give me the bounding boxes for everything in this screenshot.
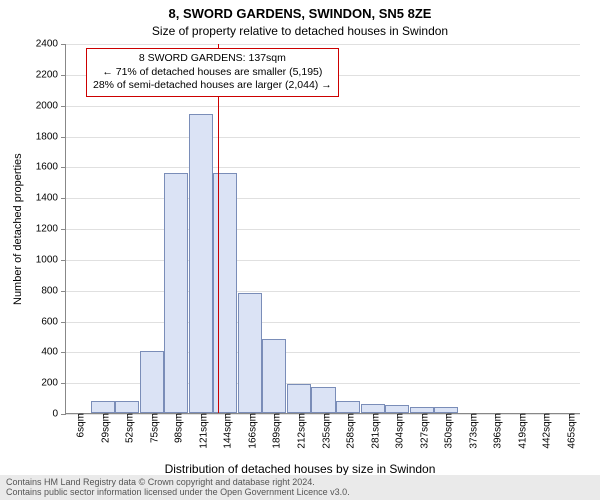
annotation-line-2: ← 71% of detached houses are smaller (5,… [93,66,332,80]
x-tick-label: 373sqm [462,413,479,449]
gridline [66,229,580,230]
y-tick-mark [61,414,66,415]
x-tick-label: 304sqm [389,413,406,449]
y-tick-mark [61,75,66,76]
x-tick-label: 281sqm [364,413,381,449]
footer-attribution: Contains HM Land Registry data © Crown c… [0,475,600,500]
y-tick-label: 200 [18,378,66,389]
histogram-bar [385,405,409,413]
x-tick-label: 29sqm [94,413,111,443]
y-tick-label: 1200 [18,224,66,235]
histogram-bar [140,351,164,413]
gridline [66,167,580,168]
histogram-bar [336,401,360,413]
reference-line [218,44,219,413]
y-tick-mark [61,198,66,199]
y-tick-mark [61,383,66,384]
x-tick-label: 212sqm [290,413,307,449]
y-tick-label: 2000 [18,100,66,111]
y-tick-mark [61,44,66,45]
histogram-bar [213,173,237,414]
footer-line-2: Contains public sector information licen… [6,487,594,497]
histogram-bar [115,401,139,413]
x-tick-label: 166sqm [241,413,258,449]
histogram-bar [189,114,213,413]
histogram-bar [361,404,385,413]
chart-subtitle: Size of property relative to detached ho… [0,24,600,38]
x-tick-label: 98sqm [168,413,185,443]
x-tick-label: 189sqm [266,413,283,449]
histogram-bar [91,401,115,413]
y-tick-label: 600 [18,316,66,327]
histogram-bar [238,293,262,413]
y-tick-mark [61,322,66,323]
x-tick-label: 396sqm [487,413,504,449]
y-tick-mark [61,229,66,230]
x-tick-label: 327sqm [413,413,430,449]
chart-title: 8, SWORD GARDENS, SWINDON, SN5 8ZE [0,6,600,21]
x-axis-label: Distribution of detached houses by size … [0,462,600,476]
histogram-bar [262,339,286,413]
plot-area: 0200400600800100012001400160018002000220… [65,44,580,414]
footer-line-1: Contains HM Land Registry data © Crown c… [6,477,594,487]
gridline [66,260,580,261]
y-tick-label: 1800 [18,131,66,142]
x-tick-label: 442sqm [536,413,553,449]
annotation-box: 8 SWORD GARDENS: 137sqm← 71% of detached… [86,48,339,97]
y-tick-label: 400 [18,347,66,358]
y-tick-mark [61,137,66,138]
x-tick-label: 75sqm [143,413,160,443]
y-tick-label: 0 [18,409,66,420]
x-tick-label: 144sqm [217,413,234,449]
gridline [66,322,580,323]
y-tick-label: 1400 [18,193,66,204]
x-tick-label: 6sqm [70,413,87,437]
annotation-line-1: 8 SWORD GARDENS: 137sqm [93,52,332,66]
gridline [66,44,580,45]
x-tick-label: 419sqm [511,413,528,449]
y-tick-mark [61,352,66,353]
x-tick-label: 350sqm [438,413,455,449]
y-tick-label: 1000 [18,254,66,265]
y-tick-mark [61,291,66,292]
y-tick-label: 800 [18,285,66,296]
y-tick-label: 2200 [18,69,66,80]
gridline [66,137,580,138]
x-tick-label: 258sqm [340,413,357,449]
gridline [66,291,580,292]
gridline [66,106,580,107]
y-tick-label: 1600 [18,162,66,173]
annotation-line-3: 28% of semi-detached houses are larger (… [93,79,332,93]
x-tick-label: 235sqm [315,413,332,449]
chart-container: 8, SWORD GARDENS, SWINDON, SN5 8ZE Size … [0,0,600,500]
y-tick-mark [61,260,66,261]
x-tick-label: 465sqm [560,413,577,449]
x-tick-label: 121sqm [192,413,209,449]
y-tick-mark [61,167,66,168]
y-tick-label: 2400 [18,39,66,50]
histogram-bar [311,387,335,413]
y-tick-mark [61,106,66,107]
histogram-bar [287,384,311,413]
x-tick-label: 52sqm [119,413,136,443]
histogram-bar [164,173,188,414]
gridline [66,198,580,199]
